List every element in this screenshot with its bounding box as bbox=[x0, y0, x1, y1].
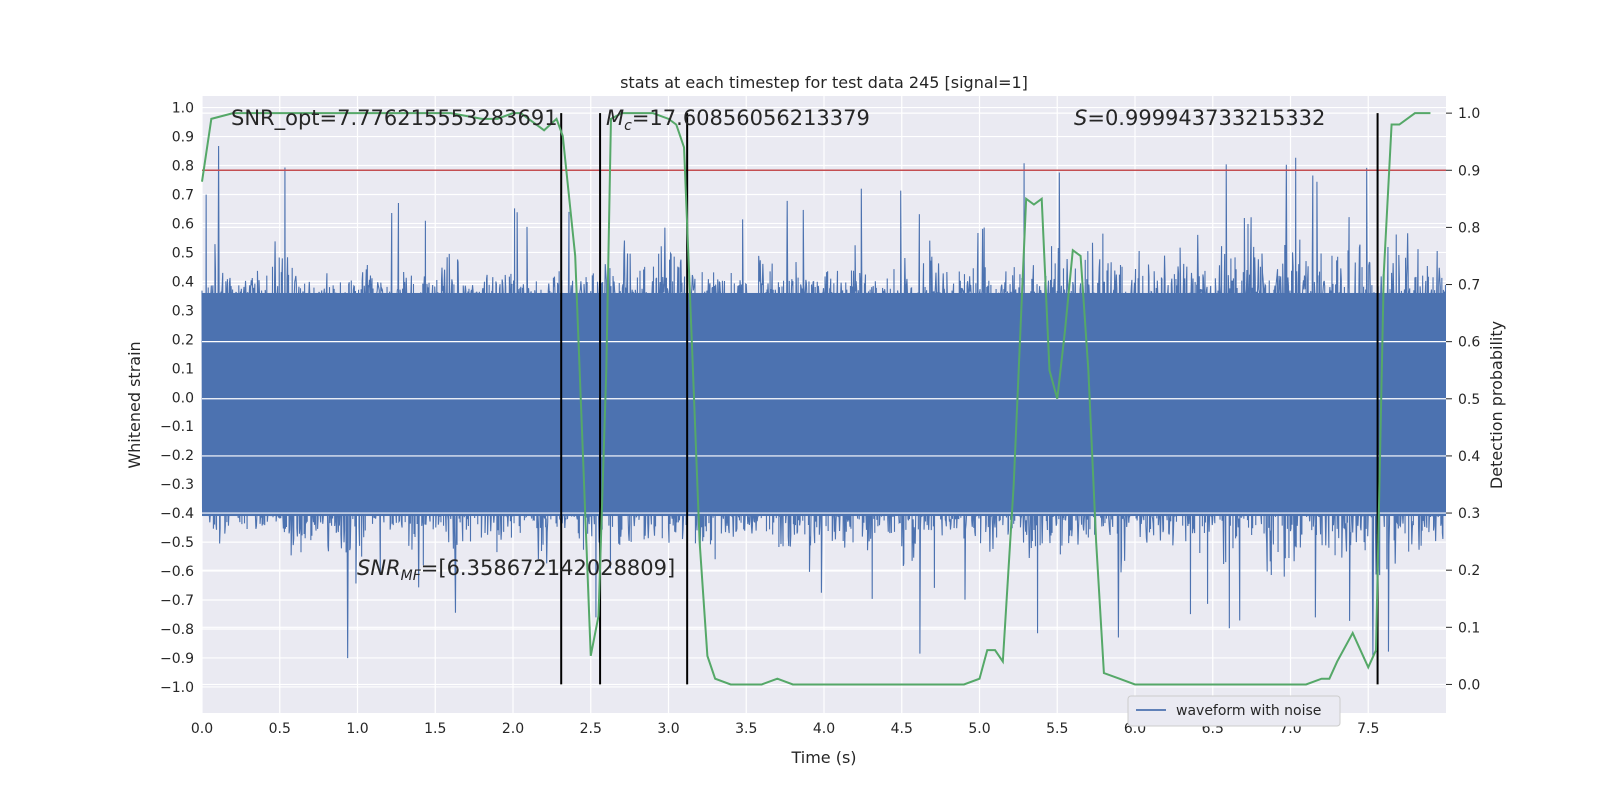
y-tick-label-left: 0.2 bbox=[172, 332, 194, 348]
y-tick-label-left: 0.8 bbox=[172, 159, 194, 175]
y-tick-label-right: 0.2 bbox=[1458, 563, 1480, 579]
y-tick-label-right: 0.7 bbox=[1458, 278, 1480, 294]
x-tick-label: 5.0 bbox=[968, 721, 990, 737]
y-tick-label-left: 0.5 bbox=[172, 245, 194, 261]
x-tick-label: 0.5 bbox=[269, 721, 291, 737]
x-tick-label: 3.0 bbox=[657, 721, 679, 737]
annotation-mc-symbol: M bbox=[606, 106, 624, 130]
chart-title: stats at each timestep for test data 245… bbox=[620, 73, 1028, 92]
y-tick-label-left: 0.7 bbox=[172, 187, 194, 203]
waveform-line bbox=[201, 146, 1447, 659]
y-tick-label-right: 0.4 bbox=[1458, 449, 1480, 465]
y-tick-label-right: 0.1 bbox=[1458, 620, 1480, 636]
waveform-series bbox=[201, 146, 1447, 659]
x-tick-label: 1.5 bbox=[424, 721, 446, 737]
y-tick-label-right: 1.0 bbox=[1458, 106, 1480, 122]
y-tick-label-left: −0.8 bbox=[160, 622, 194, 638]
y-tick-label-left: 0.4 bbox=[172, 274, 194, 290]
annotation-mc: Mc=17.60856056213379 bbox=[606, 106, 870, 134]
x-tick-label: 4.5 bbox=[891, 721, 913, 737]
y-tick-label-left: 0.0 bbox=[172, 390, 194, 406]
y-tick-label-left: −0.1 bbox=[160, 419, 194, 435]
y-axis-label-right: Detection probability bbox=[1487, 321, 1506, 489]
y-tick-label-right: 0.0 bbox=[1458, 677, 1480, 693]
annotation-snr-mf: SNRMF=[6.358672142028809] bbox=[357, 556, 675, 584]
annotation-snrmf-symbol: SNR bbox=[357, 556, 401, 580]
y-tick-label-left: 0.3 bbox=[172, 303, 194, 319]
y-tick-label-right: 0.3 bbox=[1458, 506, 1480, 522]
y-tick-label-left: 0.1 bbox=[172, 361, 194, 377]
annotation-s: S=0.999943733215332 bbox=[1074, 106, 1325, 130]
x-axis-label: Time (s) bbox=[790, 748, 856, 767]
x-tick-label: 1.0 bbox=[346, 721, 368, 737]
y-tick-label-left: 1.0 bbox=[172, 101, 194, 117]
y-tick-label-right: 0.5 bbox=[1458, 392, 1480, 408]
legend-box bbox=[1127, 695, 1341, 727]
y-tick-label-left: −0.3 bbox=[160, 477, 194, 493]
y-tick-labels-right: 1.0 0.9 0.8 0.7 0.6 0.5 0.4 0.3 0.2 0.1 0.0 bbox=[1446, 106, 1480, 693]
y-tick-label-left: −0.2 bbox=[160, 448, 194, 464]
x-tick-label: 0.0 bbox=[191, 721, 213, 737]
legend: waveform with noise bbox=[1127, 695, 1341, 727]
y-tick-label-right: 0.6 bbox=[1458, 335, 1480, 351]
y-tick-label-left: −0.5 bbox=[160, 535, 194, 551]
y-tick-label-left: −1.0 bbox=[160, 680, 194, 696]
annotation-s-symbol: S bbox=[1074, 106, 1087, 130]
y-tick-labels-left: 1.0 0.9 0.8 0.7 0.6 0.5 0.4 0.3 0.2 0.1 0.0 −0.1 −0.… bbox=[160, 101, 194, 696]
annotation-mc-sub: c bbox=[624, 118, 632, 134]
y-tick-label-left: −0.7 bbox=[160, 593, 194, 609]
x-tick-label: 2.0 bbox=[502, 721, 524, 737]
y-axis-label-left: Whitened strain bbox=[125, 341, 144, 468]
y-tick-label-left: 0.6 bbox=[172, 216, 194, 232]
probability-series bbox=[201, 112, 1431, 686]
annotation-mc-value: =17.60856056213379 bbox=[632, 106, 870, 130]
x-tick-label: 2.5 bbox=[580, 721, 602, 737]
annotation-snrmf-sub: MF bbox=[401, 568, 422, 584]
x-tick-label: 3.5 bbox=[735, 721, 757, 737]
annotation-snr-opt: SNR_opt=7.776215553283691 bbox=[231, 106, 558, 131]
legend-entry: waveform with noise bbox=[1176, 703, 1321, 719]
probability-line bbox=[201, 112, 1431, 686]
y-tick-label-left: −0.6 bbox=[160, 564, 194, 580]
x-tick-label: 5.5 bbox=[1046, 721, 1068, 737]
waveform-core-band bbox=[202, 292, 1446, 517]
annotation-s-value: =0.999943733215332 bbox=[1087, 106, 1325, 130]
annotation-snrmf-value: =[6.358672142028809] bbox=[421, 556, 675, 580]
x-tick-label: 4.0 bbox=[813, 721, 835, 737]
y-tick-label-left: 0.9 bbox=[172, 130, 194, 146]
y-tick-label-left: −0.9 bbox=[160, 651, 194, 667]
x-tick-label: 7.5 bbox=[1357, 721, 1379, 737]
y-tick-label-left: −0.4 bbox=[160, 506, 194, 522]
y-tick-label-right: 0.9 bbox=[1458, 163, 1480, 179]
y-tick-label-right: 0.8 bbox=[1458, 220, 1480, 236]
